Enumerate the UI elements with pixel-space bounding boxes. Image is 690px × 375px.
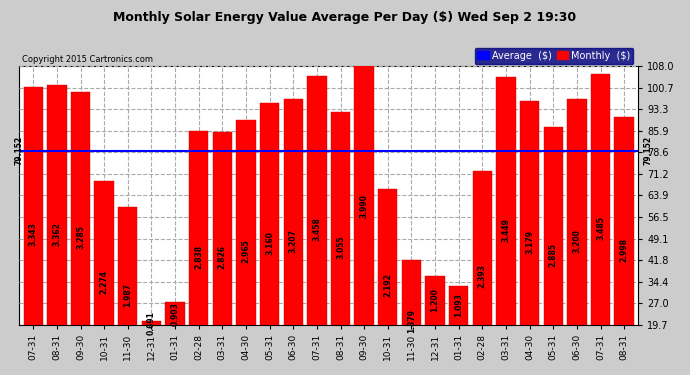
Text: 2.885: 2.885 <box>549 243 558 267</box>
Bar <box>118 207 137 375</box>
Text: 2.998: 2.998 <box>620 238 629 262</box>
Text: 3.458: 3.458 <box>313 217 322 242</box>
Bar <box>166 303 185 375</box>
Text: 3.160: 3.160 <box>265 231 274 255</box>
Text: 1.987: 1.987 <box>124 282 132 307</box>
Text: 3.485: 3.485 <box>596 216 605 240</box>
Text: 2.838: 2.838 <box>194 245 204 269</box>
Bar <box>23 87 43 375</box>
Bar <box>213 132 232 375</box>
Bar <box>307 76 326 375</box>
Bar <box>331 112 351 375</box>
Bar <box>378 189 397 375</box>
Text: 2.393: 2.393 <box>478 265 487 288</box>
Text: 3.990: 3.990 <box>359 194 368 218</box>
Text: 1.093: 1.093 <box>454 293 463 317</box>
Bar <box>47 85 67 375</box>
Text: 1.200: 1.200 <box>431 289 440 312</box>
Text: 79.152: 79.152 <box>643 136 652 165</box>
Bar <box>567 99 586 375</box>
Bar <box>236 120 256 375</box>
Text: 3.179: 3.179 <box>525 230 534 254</box>
Text: 3.207: 3.207 <box>288 228 298 252</box>
Text: 3.055: 3.055 <box>336 236 345 259</box>
Bar <box>284 99 303 375</box>
Bar <box>544 127 563 375</box>
Bar <box>496 77 515 375</box>
Bar <box>189 131 208 375</box>
Text: 3.200: 3.200 <box>573 229 582 253</box>
Text: 2.274: 2.274 <box>99 270 108 294</box>
Bar <box>71 92 90 375</box>
Legend: Average  ($), Monthly  ($): Average ($), Monthly ($) <box>475 48 633 63</box>
Bar <box>591 74 610 375</box>
Text: 2.826: 2.826 <box>218 245 227 269</box>
Text: 3.285: 3.285 <box>76 225 85 249</box>
Bar <box>473 171 492 375</box>
Text: 3.343: 3.343 <box>29 223 38 246</box>
Bar <box>615 117 634 375</box>
Bar <box>426 276 445 375</box>
Text: 3.449: 3.449 <box>502 218 511 242</box>
Text: Copyright 2015 Cartronics.com: Copyright 2015 Cartronics.com <box>22 54 153 63</box>
Text: 0.903: 0.903 <box>170 302 179 326</box>
Bar <box>520 101 540 375</box>
Bar <box>355 29 374 375</box>
Text: 1.379: 1.379 <box>407 309 416 333</box>
Bar <box>141 321 161 375</box>
Text: 3.362: 3.362 <box>52 222 61 246</box>
Bar <box>260 103 279 375</box>
Text: 0.691: 0.691 <box>147 311 156 335</box>
Text: 2.192: 2.192 <box>384 273 393 297</box>
Bar <box>402 260 421 375</box>
Bar <box>449 286 469 375</box>
Bar <box>95 181 114 375</box>
Text: 79.152: 79.152 <box>14 136 23 165</box>
Text: 2.965: 2.965 <box>241 239 250 263</box>
Text: Monthly Solar Energy Value Average Per Day ($) Wed Sep 2 19:30: Monthly Solar Energy Value Average Per D… <box>113 11 577 24</box>
